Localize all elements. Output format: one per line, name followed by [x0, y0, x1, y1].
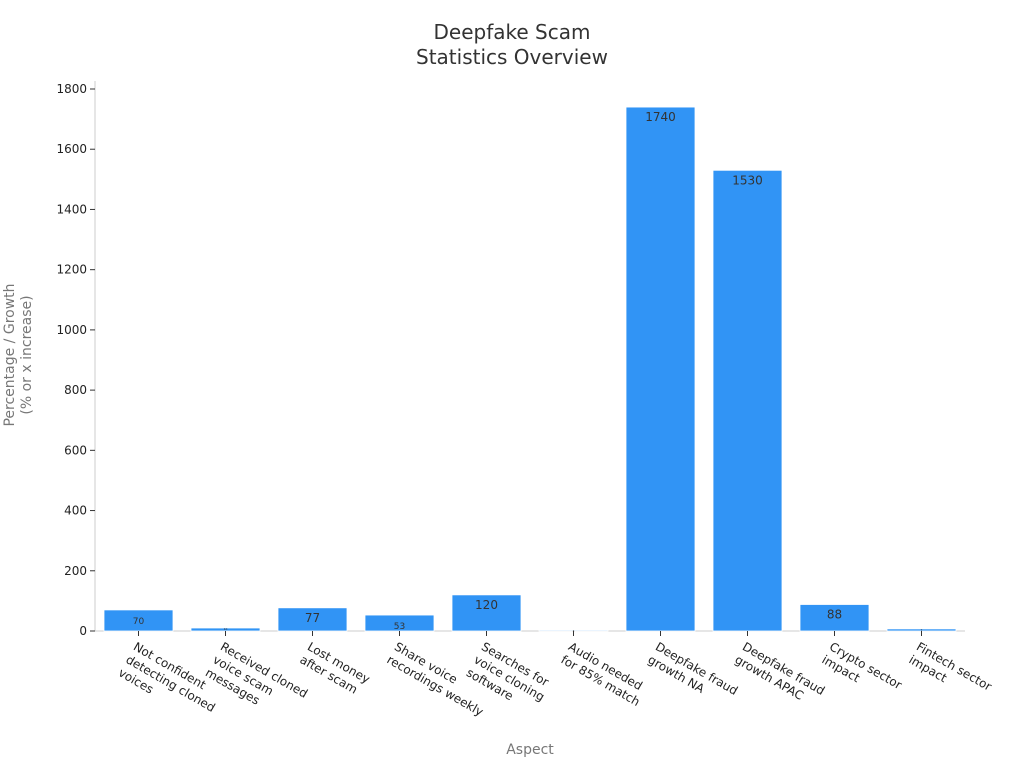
- bar-data-label: 1530: [732, 173, 763, 187]
- y-tick-label: 800: [64, 383, 87, 397]
- chart-title-line-1: Deepfake Scam: [433, 20, 591, 44]
- y-tick-label: 400: [64, 504, 87, 518]
- bar: [799, 604, 870, 632]
- bar-data-label: 88: [827, 608, 842, 622]
- bar-data-label: 70: [133, 617, 145, 627]
- y-tick-label: 200: [64, 564, 87, 578]
- bar-data-label: 7: [921, 628, 923, 632]
- chart-title: Deepfake Scam Statistics Overview: [0, 20, 1024, 70]
- bar: [625, 106, 696, 632]
- y-tick-label: 600: [64, 443, 87, 457]
- y-tick-label: 1800: [56, 82, 87, 96]
- y-tick-label: 1200: [56, 263, 87, 277]
- x-axis-label: Aspect: [506, 742, 554, 758]
- bar-data-label: 53: [394, 622, 405, 632]
- y-tick-label: 1400: [56, 202, 87, 216]
- bar-data-label: 120: [475, 598, 498, 612]
- y-tick-label: 1600: [56, 142, 87, 156]
- bar-data-label: 77: [305, 611, 320, 625]
- bar-data-label: 10: [224, 627, 228, 631]
- y-tick-label: 1000: [56, 323, 87, 337]
- bar: [451, 594, 522, 632]
- bar-data-label: 1740: [645, 110, 676, 124]
- chart-title-line-2: Statistics Overview: [416, 45, 608, 69]
- bar: [712, 169, 783, 632]
- y-tick-label: 0: [79, 624, 87, 638]
